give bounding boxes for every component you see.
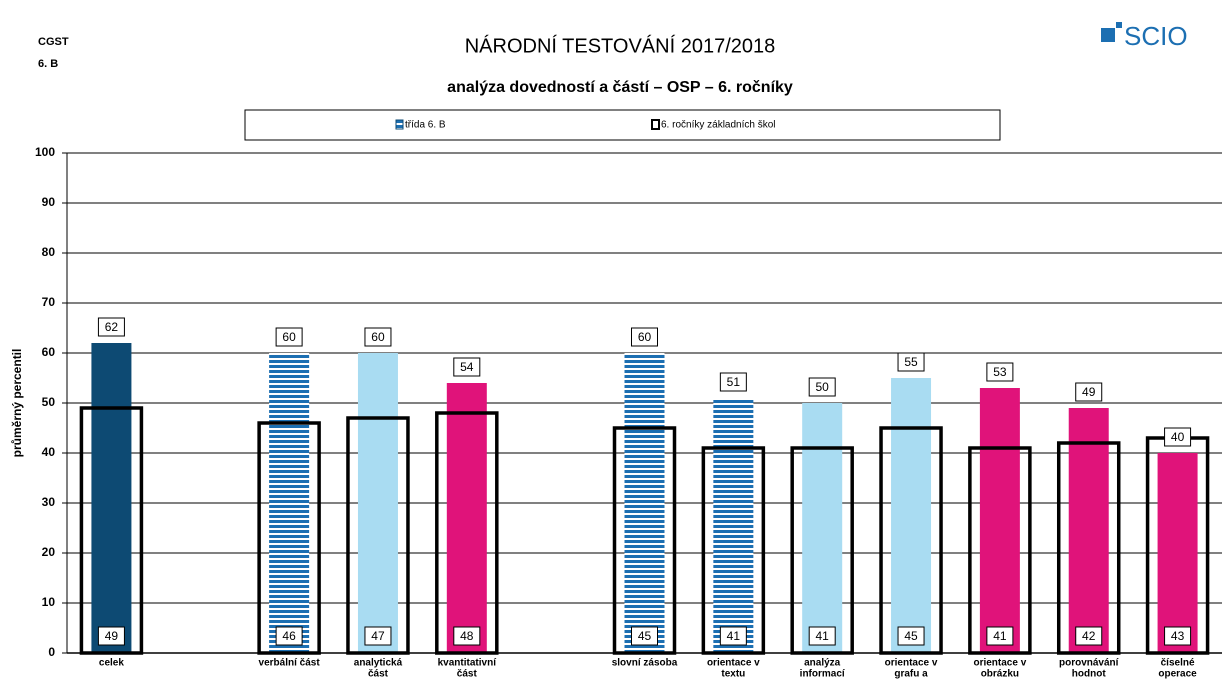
value-label-box: [1075, 382, 1103, 402]
logo: SCIO: [1124, 21, 1188, 51]
value-label-box: [364, 626, 392, 646]
value-label: 53: [993, 365, 1007, 379]
value-label-box: [364, 327, 392, 347]
legend-label: třída 6. B: [405, 120, 446, 131]
value-label: 45: [904, 629, 918, 643]
value-label-box: [453, 626, 481, 646]
bar: [269, 353, 310, 653]
x-tick-label: verbální část: [259, 658, 321, 669]
value-label-box: [1164, 626, 1192, 646]
value-label: 46: [282, 629, 296, 643]
value-label: 54: [460, 360, 474, 374]
value-label: 41: [727, 629, 741, 643]
y-tick-label: 10: [42, 595, 56, 609]
chart-subtitle: analýza dovedností a částí – OSP – 6. ro…: [447, 79, 793, 96]
chart-title: NÁRODNÍ TESTOVÁNÍ 2017/2018: [465, 34, 776, 57]
x-tick-label: orientace v: [973, 658, 1026, 669]
value-label-box: [897, 626, 925, 646]
legend-swatch: [651, 119, 660, 130]
value-label: 49: [105, 629, 119, 643]
value-label: 55: [904, 355, 918, 369]
x-tick-label: analytická: [354, 658, 403, 669]
y-tick-label: 30: [42, 495, 56, 509]
value-label-box: [1164, 427, 1192, 447]
value-label: 60: [282, 330, 296, 344]
x-tick-label: číselné: [1161, 658, 1195, 669]
value-label-box: [1075, 626, 1103, 646]
value-label-box: [808, 377, 836, 397]
bar: [91, 343, 132, 653]
x-tick-label: analýza: [804, 658, 841, 669]
x-tick-label: hodnot: [1072, 669, 1107, 680]
x-tick-label: grafu a: [894, 669, 928, 680]
value-label: 40: [1171, 430, 1185, 444]
bar: [446, 383, 487, 653]
y-tick-label: 0: [48, 645, 55, 659]
value-label-box: [719, 372, 747, 392]
value-label: 48: [460, 629, 474, 643]
value-label: 43: [1171, 629, 1185, 643]
school: CGST: [38, 36, 69, 48]
legend-box: [244, 109, 1001, 141]
class: 6. B: [38, 58, 58, 70]
x-tick-label: část: [457, 669, 478, 680]
bar: [979, 388, 1020, 653]
value-label-box: [453, 357, 481, 377]
x-tick-label: orientace v: [707, 658, 760, 669]
value-label-box: [986, 626, 1014, 646]
value-label: 51: [727, 375, 741, 389]
value-label-box: [275, 626, 303, 646]
value-label-box: [631, 327, 658, 347]
bar: [1068, 408, 1109, 653]
value-label: 60: [638, 330, 652, 344]
bar: [891, 378, 932, 653]
y-tick-label: 70: [42, 295, 56, 309]
x-tick-label: slovní zásoba: [612, 658, 678, 669]
bar: [802, 403, 843, 653]
y-tick-label: 90: [42, 195, 56, 209]
value-label-box: [808, 626, 836, 646]
x-tick-label: orientace v: [885, 658, 938, 669]
x-tick-label: informací: [800, 669, 846, 680]
y-tick-label: 100: [35, 145, 55, 159]
x-tick-label: porovnávání: [1059, 658, 1120, 669]
legend-swatch: [395, 119, 404, 130]
bar: [1157, 453, 1198, 653]
y-tick-label: 60: [42, 345, 56, 359]
x-tick-label: celek: [99, 658, 124, 669]
y-tick-label: 20: [42, 545, 56, 559]
y-tick-label: 40: [42, 445, 56, 459]
y-axis-label: průměrný percentil: [10, 349, 24, 458]
bar: [713, 398, 754, 653]
x-tick-label: operace: [1158, 669, 1197, 680]
value-label: 42: [1082, 629, 1096, 643]
x-tick-label: část: [368, 669, 389, 680]
value-label: 49: [1082, 385, 1096, 399]
x-tick-label: textu: [721, 669, 745, 680]
value-label-box: [897, 352, 925, 372]
x-tick-label: kvantitativní: [438, 658, 498, 669]
value-label: 41: [816, 629, 830, 643]
bar: [624, 353, 665, 653]
value-label-box: [631, 626, 658, 646]
value-label: 47: [371, 629, 385, 643]
value-label-box: [97, 317, 125, 337]
legend-label: 6. ročníky základních škol: [661, 120, 776, 131]
value-label-box: [275, 327, 303, 347]
value-label: 62: [105, 320, 119, 334]
logo-mark: [1101, 28, 1115, 42]
x-tick-label: obrázku: [981, 669, 1019, 680]
value-label: 45: [638, 629, 652, 643]
value-label-box: [97, 626, 125, 646]
value-label-box: [986, 362, 1014, 382]
value-label: 50: [816, 380, 830, 394]
bar: [357, 353, 398, 653]
y-tick-label: 50: [42, 395, 56, 409]
value-label: 60: [371, 330, 385, 344]
logo-mark: [1116, 22, 1122, 28]
value-label-box: [719, 626, 747, 646]
value-label: 41: [993, 629, 1007, 643]
y-tick-label: 80: [42, 245, 56, 259]
